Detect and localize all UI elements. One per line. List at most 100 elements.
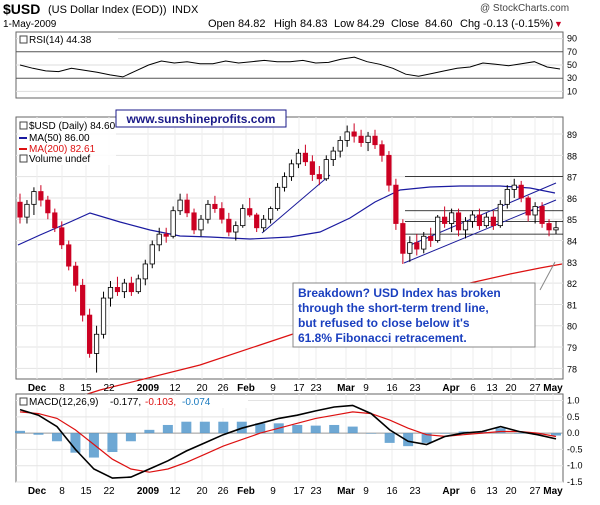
candle-body	[66, 244, 72, 267]
price-tick-label: 81	[567, 300, 577, 310]
macd-histogram-bar	[495, 428, 506, 434]
date-label: 16	[386, 486, 398, 497]
macd-tick-label: 0.5	[567, 412, 580, 422]
macd-legend-swatch	[19, 397, 28, 406]
candle-body	[45, 199, 51, 214]
macd-histogram-bar	[162, 424, 173, 434]
candle-body	[212, 203, 218, 209]
macd-histogram-value: -0.074	[182, 397, 211, 408]
candle-body	[59, 227, 65, 246]
macd-value: -0.177,	[110, 397, 141, 408]
high-value: 84.83	[300, 18, 328, 30]
candle-body	[302, 152, 309, 163]
date-label: Feb	[237, 486, 255, 497]
price-tick-label: 82	[567, 279, 577, 289]
candle-body	[80, 284, 86, 316]
date-label: Dec	[28, 486, 47, 497]
candle-body	[323, 159, 329, 180]
change-value: -0.13 (-0.15%)	[483, 18, 553, 30]
candle-body	[483, 216, 489, 227]
date-label: 15	[80, 486, 92, 497]
candle-body	[518, 184, 524, 199]
rsi-tick-label: 30	[567, 73, 577, 83]
macd-histogram-bar	[310, 425, 321, 434]
candle-body	[267, 208, 274, 220]
price-legend: $USD (Daily) 84.60 MA(50) 86.00 MA(200) …	[19, 121, 116, 165]
date-label: 16	[386, 383, 398, 394]
candle-body	[358, 135, 364, 143]
annotation-line-3: but refused to close below it's	[298, 316, 470, 330]
macd-label-backdrop	[18, 396, 248, 408]
candle-body	[428, 235, 434, 241]
macd-date-axis: Dec 8 15 22 2009 12 20 26 Feb 9 17 23 Mar 9 16 23 Apr 6 13…	[28, 486, 563, 497]
price-tick-label: 84	[567, 237, 577, 247]
rsi-legend-swatch	[19, 35, 28, 44]
candle-body	[511, 184, 517, 190]
candle-body	[163, 233, 169, 237]
macd-signal-line	[19, 411, 557, 473]
macd-histogram-bar	[144, 429, 155, 434]
macd-tick-label: 0.0	[567, 428, 580, 438]
macd-histogram-bar	[403, 433, 414, 447]
price-tick-label: 87	[567, 173, 577, 183]
candle-body	[73, 265, 79, 286]
legend-symbol: $USD (Daily) 84.60	[29, 121, 116, 132]
candle-body	[128, 282, 134, 293]
date-label: 23	[310, 383, 322, 394]
price-date-axis: Dec 8 15 22 2009 12 20 26 Feb 9 17 23 Mar 9 16 23 Apr 6 13…	[28, 383, 563, 394]
macd-histogram-bar	[255, 423, 266, 434]
candle-body	[448, 212, 455, 224]
rsi-axis-labels: 90 70 50 30 10	[567, 34, 577, 97]
candle-body	[184, 199, 190, 214]
candle-body	[462, 220, 469, 231]
date-label: 2009	[137, 486, 160, 497]
date-label: 13	[486, 383, 498, 394]
legend-volume: Volume undef	[29, 154, 90, 165]
date-label: 9	[363, 486, 369, 497]
exchange: INDX	[172, 4, 199, 16]
candle-body	[497, 203, 503, 227]
price-tick-label: 85	[567, 215, 577, 225]
open-value: 84.82	[238, 18, 266, 30]
annotation-box	[292, 282, 536, 348]
trend-line-upper	[407, 182, 557, 247]
candle-body	[295, 152, 302, 165]
date-label: 26	[217, 486, 229, 497]
candle-body	[442, 216, 448, 224]
candle-body	[330, 150, 336, 161]
candle-body	[93, 333, 100, 354]
annotation-text: Breakdown? USD Index has broken through …	[298, 286, 501, 345]
candle-body	[553, 227, 559, 231]
date-label: Mar	[337, 486, 355, 497]
date-label: 12	[169, 486, 181, 497]
candle-body	[372, 135, 378, 146]
candle-body	[247, 208, 253, 216]
rsi-label-backdrop	[18, 34, 118, 46]
candle-body	[455, 212, 462, 231]
candle-body	[379, 144, 385, 156]
candle-body	[386, 154, 392, 186]
candle-body	[149, 244, 155, 265]
macd-label: MACD(12,26,9) -0.177, -0.103, -0.074	[29, 397, 211, 408]
date-label: May	[543, 383, 563, 394]
down-arrow-icon: ▼	[554, 19, 563, 29]
date-label: 9	[270, 486, 276, 497]
date-label: 2009	[137, 383, 160, 394]
date-label: 23	[409, 486, 421, 497]
ohlc-summary: Open 84.82 High 84.83 Low 84.29 Close 84…	[208, 18, 563, 30]
date-label: 17	[293, 383, 305, 394]
macd-histogram-bar	[440, 433, 451, 434]
high-label: High	[274, 18, 297, 30]
low-value: 84.29	[357, 18, 385, 30]
date-label: 22	[103, 383, 115, 394]
candle-body	[31, 191, 37, 205]
rsi-tick-label: 50	[567, 60, 577, 70]
candle-body	[121, 282, 128, 293]
low-label: Low	[334, 18, 354, 30]
volume-swatch	[19, 154, 28, 163]
candle-body	[261, 218, 267, 229]
candle-body	[52, 212, 58, 229]
candle-body	[309, 161, 315, 175]
symbol: $USD	[3, 1, 40, 17]
